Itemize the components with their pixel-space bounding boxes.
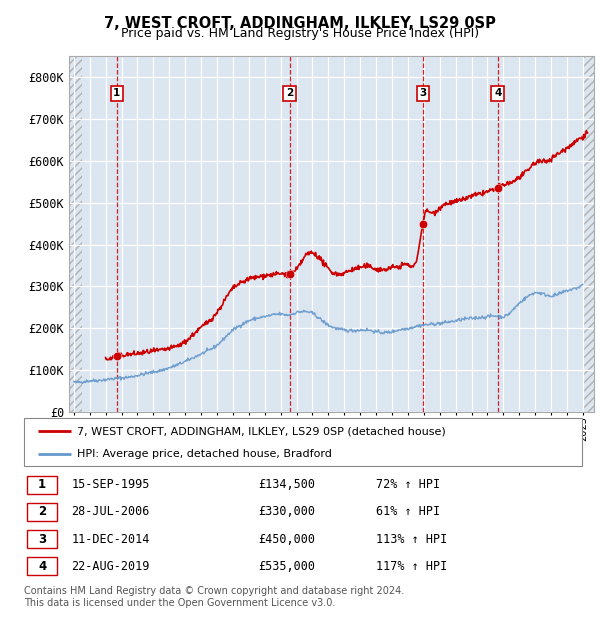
Text: 2: 2 — [286, 88, 293, 98]
Text: 1: 1 — [38, 478, 46, 491]
Bar — [27, 503, 58, 521]
Text: 7, WEST CROFT, ADDINGHAM, ILKLEY, LS29 0SP (detached house): 7, WEST CROFT, ADDINGHAM, ILKLEY, LS29 0… — [77, 427, 446, 436]
Text: 11-DEC-2014: 11-DEC-2014 — [71, 533, 150, 546]
Text: 3: 3 — [38, 533, 46, 546]
Text: £450,000: £450,000 — [259, 533, 316, 546]
Text: £330,000: £330,000 — [259, 505, 316, 518]
Bar — [27, 476, 58, 494]
Text: 3: 3 — [419, 88, 427, 98]
Bar — [583, 56, 594, 412]
Text: £134,500: £134,500 — [259, 478, 316, 491]
Bar — [69, 56, 82, 412]
Text: Contains HM Land Registry data © Crown copyright and database right 2024.
This d: Contains HM Land Registry data © Crown c… — [24, 586, 404, 608]
Bar — [27, 557, 58, 575]
Bar — [27, 530, 58, 548]
Text: 4: 4 — [38, 560, 46, 573]
Text: 113% ↑ HPI: 113% ↑ HPI — [376, 533, 447, 546]
Text: 15-SEP-1995: 15-SEP-1995 — [71, 478, 150, 491]
Text: 28-JUL-2006: 28-JUL-2006 — [71, 505, 150, 518]
Text: 61% ↑ HPI: 61% ↑ HPI — [376, 505, 440, 518]
Text: 117% ↑ HPI: 117% ↑ HPI — [376, 560, 447, 573]
Text: 2: 2 — [38, 505, 46, 518]
Text: £535,000: £535,000 — [259, 560, 316, 573]
Text: Price paid vs. HM Land Registry's House Price Index (HPI): Price paid vs. HM Land Registry's House … — [121, 27, 479, 40]
Text: 72% ↑ HPI: 72% ↑ HPI — [376, 478, 440, 491]
Text: 1: 1 — [113, 88, 121, 98]
Text: HPI: Average price, detached house, Bradford: HPI: Average price, detached house, Brad… — [77, 449, 332, 459]
Text: 4: 4 — [494, 88, 502, 98]
Text: 22-AUG-2019: 22-AUG-2019 — [71, 560, 150, 573]
Text: 7, WEST CROFT, ADDINGHAM, ILKLEY, LS29 0SP: 7, WEST CROFT, ADDINGHAM, ILKLEY, LS29 0… — [104, 16, 496, 31]
